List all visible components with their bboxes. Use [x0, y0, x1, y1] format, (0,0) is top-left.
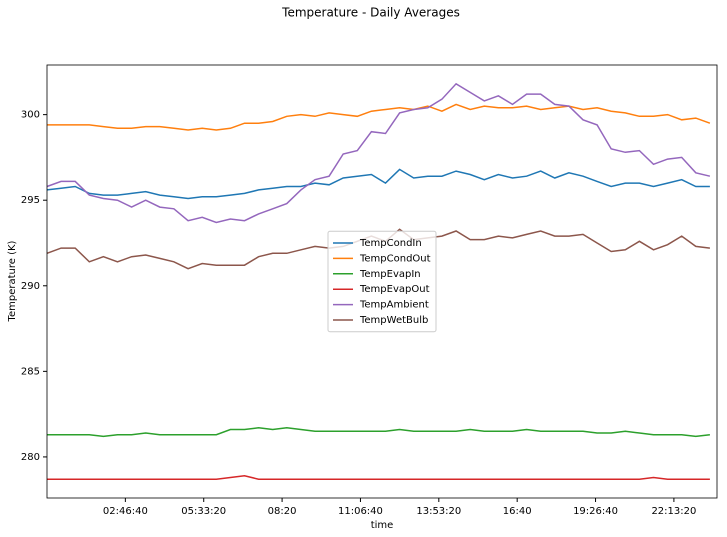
line-series [46, 168, 710, 200]
line-series [47, 427, 710, 438]
legend-label: TempWetBulb [359, 315, 428, 326]
legend-label: TempCondIn [359, 238, 422, 249]
legend: TempCondIn TempCondOut TempEvapIn TempEvapO… [327, 230, 437, 333]
y-tick-label: 280 [21, 452, 40, 463]
chart-title: Temperature - Daily Averages [281, 6, 460, 20]
legend-label: TempEvapOut [359, 284, 430, 295]
x-tick-label: 22:13:20 [651, 506, 696, 517]
x-tick-label: 13:53:20 [416, 506, 461, 517]
x-tick-label: 08:20 [268, 506, 297, 517]
x-tick-label: 05:33:20 [181, 506, 226, 517]
y-tick-label: 295 [21, 195, 40, 206]
x-tick-label: 02:46:40 [103, 506, 148, 517]
line-series [47, 103, 711, 131]
x-tick-label: 11:06:40 [338, 506, 383, 517]
legend-label: TempCondOut [359, 253, 431, 264]
y-tick-label: 300 [21, 110, 40, 121]
plot-frame [46, 64, 718, 499]
x-tick-label: 16:40 [503, 506, 532, 517]
line-series [46, 82, 711, 224]
x-axis-label: time [371, 520, 394, 531]
y-tick-label: 290 [21, 281, 40, 292]
x-tick-label: 19:26:40 [573, 506, 618, 517]
legend-label: TempEvapIn [359, 269, 421, 280]
y-tick-label: 285 [21, 366, 40, 377]
line-series [47, 475, 710, 480]
legend-box [327, 230, 437, 333]
legend-label: TempAmbient [359, 300, 429, 311]
y-axis-label: Temperature (K) [7, 240, 18, 322]
